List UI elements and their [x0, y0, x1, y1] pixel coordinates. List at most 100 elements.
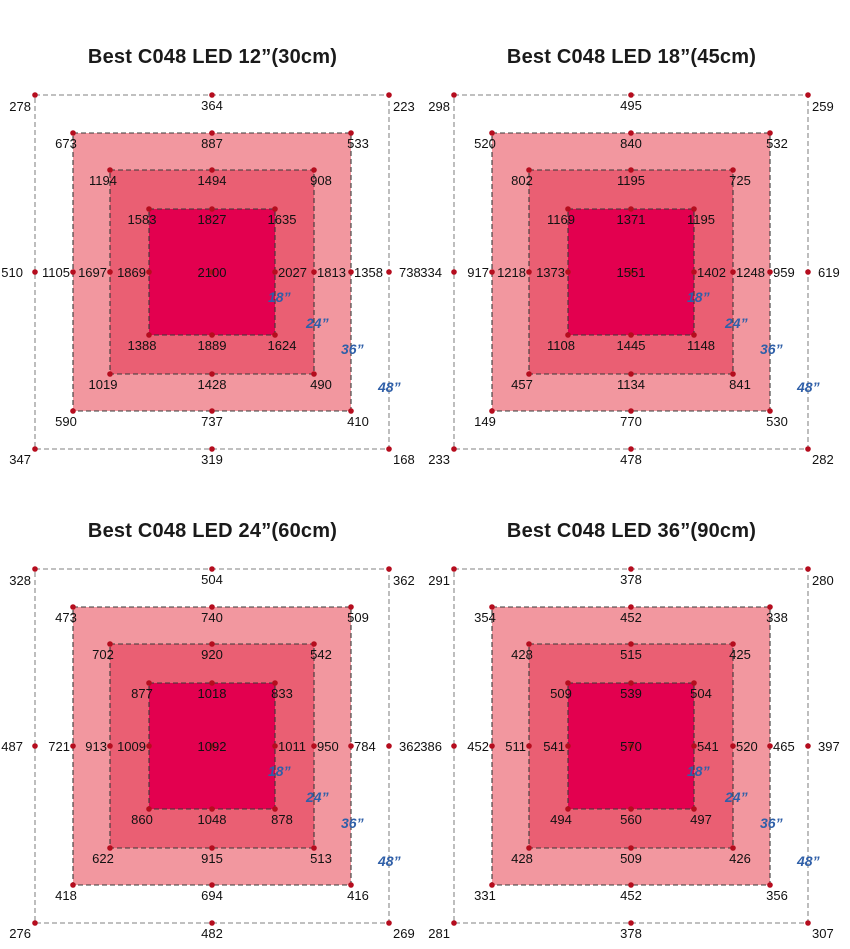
ring-label-48in: 48”: [377, 379, 401, 395]
chart-title: Best C048 LED 24”(60cm): [87, 520, 338, 542]
measure-point-24in-middle-right: [730, 269, 736, 275]
measure-point-48in-middle-right: [386, 743, 392, 749]
measure-point-48in-middle-right: [805, 743, 811, 749]
measure-point-24in-bottom-middle: [628, 845, 634, 851]
measure-point-48in-top-right: [805, 566, 811, 572]
measure-point-18in-bottom-right: [272, 332, 278, 338]
measure-point-24in-middle-left: [107, 269, 113, 275]
ppfd-value-18in-bottom-left: 1108: [547, 338, 575, 353]
measure-point-48in-top-right: [386, 566, 392, 572]
ppfd-value-48in-middle-right: 619: [818, 265, 840, 280]
ppfd-value-24in-middle-left: 511: [505, 739, 526, 754]
measure-point-36in-bottom-middle: [628, 882, 634, 888]
ppfd-map: 2100 278 364 223 510 738 347 319 168 673 887 533 110…: [1, 92, 421, 467]
ppfd-value-24in-top-left: 1194: [89, 173, 117, 188]
ppfd-value-36in-middle-left: 452: [467, 739, 489, 754]
ppfd-value-18in-middle-right: 541: [697, 739, 719, 754]
measure-point-24in-top-right: [311, 641, 317, 647]
ppfd-value-36in-top-middle: 740: [201, 610, 223, 625]
ppfd-value-36in-top-left: 354: [474, 610, 496, 625]
ppfd-value-36in-bottom-right: 410: [347, 414, 369, 429]
measure-point-48in-top-left: [32, 92, 38, 98]
ppfd-chart-18in: Best C048 LED 18”(45cm) 1551 298 495 259 334…: [419, 0, 844, 474]
ppfd-value-36in-bottom-middle: 737: [201, 414, 223, 429]
measure-point-18in-bottom-middle: [628, 332, 634, 338]
ppfd-value-24in-top-middle: 1195: [617, 173, 645, 188]
measure-point-36in-middle-right: [348, 743, 354, 749]
measure-point-18in-bottom-left: [146, 806, 152, 812]
measure-point-18in-top-left: [146, 206, 152, 212]
measure-point-48in-bottom-middle: [209, 446, 215, 452]
measure-point-36in-bottom-middle: [209, 882, 215, 888]
ppfd-value-36in-middle-right: 1358: [354, 265, 383, 280]
ppfd-value-18in-top-right: 1635: [268, 212, 297, 227]
measure-point-48in-top-middle: [628, 566, 634, 572]
measure-point-24in-top-left: [107, 641, 113, 647]
measure-point-48in-top-middle: [209, 92, 215, 98]
measure-point-48in-middle-right: [805, 269, 811, 275]
measure-point-18in-top-right: [272, 206, 278, 212]
ppfd-value-24in-middle-left: 1697: [78, 265, 107, 280]
ppfd-map: 1551 298 495 259 334 619 233 478 282 520 840 532 917…: [420, 92, 840, 467]
chart-title: Best C048 LED 36”(90cm): [506, 520, 757, 542]
ppfd-value-36in-top-left: 473: [55, 610, 77, 625]
ppfd-value-36in-bottom-right: 530: [766, 414, 788, 429]
measure-point-48in-bottom-middle: [628, 446, 634, 452]
measure-point-24in-bottom-left: [526, 371, 532, 377]
ppfd-value-24in-middle-left: 1218: [497, 265, 526, 280]
measure-point-18in-top-left: [565, 206, 571, 212]
ppfd-value-36in-bottom-left: 331: [474, 888, 496, 903]
measure-point-24in-bottom-middle: [209, 845, 215, 851]
measure-point-24in-bottom-right: [311, 371, 317, 377]
measure-point-24in-middle-right: [311, 269, 317, 275]
ppfd-value-18in-top-left: 509: [550, 686, 572, 701]
ppfd-value-36in-top-left: 520: [474, 136, 496, 151]
ppfd-value-48in-top-left: 278: [9, 99, 31, 114]
chart-title: Best C048 LED 18”(45cm): [506, 46, 757, 68]
ppfd-value-48in-top-middle: 364: [201, 98, 223, 113]
measure-point-36in-middle-right: [348, 269, 354, 275]
ppfd-value-48in-bottom-right: 269: [393, 926, 415, 941]
measure-point-48in-top-middle: [209, 566, 215, 572]
measure-point-24in-bottom-left: [107, 371, 113, 377]
measure-point-36in-bottom-right: [767, 408, 773, 414]
ppfd-value-18in-bottom-middle: 1048: [198, 812, 227, 827]
measure-point-24in-top-middle: [628, 641, 634, 647]
ppfd-value-36in-middle-left: 1105: [42, 265, 70, 280]
ppfd-chart-24in: Best C048 LED 24”(60cm) 1092 328 504 362 487…: [0, 474, 425, 948]
chart-title: Best C048 LED 12”(30cm): [87, 46, 338, 68]
measure-point-18in-top-right: [691, 680, 697, 686]
ppfd-value-36in-top-right: 338: [766, 610, 788, 625]
ppfd-value-48in-top-middle: 504: [201, 572, 223, 587]
ppfd-value-24in-top-middle: 920: [201, 647, 223, 662]
ppfd-value-24in-top-right: 908: [310, 173, 332, 188]
measure-point-24in-bottom-left: [107, 845, 113, 851]
measure-point-24in-top-right: [730, 167, 736, 173]
ppfd-value-center: 570: [620, 739, 642, 754]
measure-point-18in-top-right: [272, 680, 278, 686]
ppfd-value-24in-bottom-middle: 1428: [198, 377, 227, 392]
ppfd-value-48in-top-right: 280: [812, 573, 834, 588]
measure-point-48in-top-left: [451, 566, 457, 572]
ppfd-value-24in-top-middle: 515: [620, 647, 642, 662]
ring-label-24in: 24”: [305, 789, 329, 805]
measure-point-18in-bottom-middle: [628, 806, 634, 812]
ppfd-value-36in-bottom-right: 356: [766, 888, 788, 903]
ppfd-value-18in-bottom-left: 494: [550, 812, 572, 827]
measure-point-18in-middle-right: [691, 269, 697, 275]
ppfd-value-18in-top-right: 1195: [687, 212, 715, 227]
measure-point-48in-bottom-left: [451, 920, 457, 926]
ppfd-value-24in-middle-left: 913: [85, 739, 107, 754]
measure-point-18in-bottom-right: [691, 332, 697, 338]
measure-point-48in-bottom-right: [386, 920, 392, 926]
measure-point-18in-middle-right: [272, 269, 278, 275]
ppfd-value-36in-top-middle: 452: [620, 610, 642, 625]
ppfd-value-36in-middle-right: 465: [773, 739, 795, 754]
measure-point-24in-middle-right: [730, 743, 736, 749]
measure-point-36in-bottom-left: [489, 882, 495, 888]
measure-point-24in-middle-right: [311, 743, 317, 749]
measure-point-36in-middle-right: [767, 743, 773, 749]
ppfd-value-48in-top-middle: 495: [620, 98, 642, 113]
ring-label-36in: 36”: [341, 815, 364, 831]
ppfd-value-48in-bottom-right: 168: [393, 452, 415, 467]
